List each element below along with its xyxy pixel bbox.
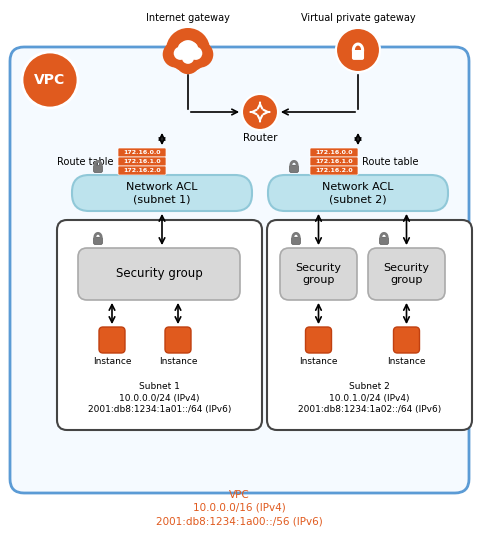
FancyBboxPatch shape — [10, 47, 469, 493]
Circle shape — [187, 41, 213, 68]
Text: Instance: Instance — [93, 357, 131, 366]
Text: 172.16.0.0: 172.16.0.0 — [315, 150, 353, 155]
FancyBboxPatch shape — [99, 327, 125, 353]
Text: Security group: Security group — [115, 267, 202, 280]
Text: Router: Router — [243, 133, 277, 143]
FancyBboxPatch shape — [290, 166, 298, 173]
Text: Route table: Route table — [57, 157, 114, 167]
FancyBboxPatch shape — [268, 175, 448, 211]
Circle shape — [176, 50, 200, 74]
Text: Security
group: Security group — [296, 263, 342, 285]
Circle shape — [242, 94, 278, 130]
Text: 172.16.1.0: 172.16.1.0 — [315, 159, 353, 164]
FancyBboxPatch shape — [379, 237, 388, 245]
FancyBboxPatch shape — [267, 220, 472, 430]
FancyBboxPatch shape — [118, 166, 166, 175]
FancyBboxPatch shape — [78, 248, 240, 300]
Circle shape — [179, 34, 208, 62]
FancyBboxPatch shape — [72, 175, 252, 211]
Circle shape — [174, 47, 187, 60]
Circle shape — [189, 47, 202, 60]
FancyBboxPatch shape — [352, 50, 364, 60]
Circle shape — [163, 41, 189, 68]
Text: Internet gateway: Internet gateway — [146, 13, 230, 23]
FancyBboxPatch shape — [368, 248, 445, 300]
Text: Instance: Instance — [159, 357, 197, 366]
FancyBboxPatch shape — [118, 148, 166, 157]
Text: 172.16.2.0: 172.16.2.0 — [123, 168, 161, 173]
FancyBboxPatch shape — [280, 248, 357, 300]
Circle shape — [178, 42, 192, 56]
FancyBboxPatch shape — [93, 166, 103, 173]
FancyBboxPatch shape — [310, 166, 358, 175]
FancyBboxPatch shape — [394, 327, 420, 353]
FancyBboxPatch shape — [292, 237, 300, 245]
Text: 172.16.2.0: 172.16.2.0 — [315, 168, 353, 173]
FancyBboxPatch shape — [310, 148, 358, 157]
Circle shape — [168, 34, 197, 62]
Text: 172.16.0.0: 172.16.0.0 — [123, 150, 161, 155]
Circle shape — [166, 28, 210, 72]
Text: VPC
10.0.0.0/16 (IPv4)
2001:db8:1234:1a00::/56 (IPv6): VPC 10.0.0.0/16 (IPv4) 2001:db8:1234:1a0… — [156, 490, 322, 526]
Text: Security
group: Security group — [384, 263, 430, 285]
Circle shape — [178, 40, 198, 60]
FancyBboxPatch shape — [306, 327, 331, 353]
Circle shape — [22, 52, 78, 108]
Text: Subnet 2
10.0.1.0/24 (IPv4)
2001:db8:1234:1a02::/64 (IPv6): Subnet 2 10.0.1.0/24 (IPv4) 2001:db8:123… — [298, 382, 441, 414]
Text: Subnet 1
10.0.0.0/24 (IPv4)
2001:db8:1234:1a01::/64 (IPv6): Subnet 1 10.0.0.0/24 (IPv4) 2001:db8:123… — [88, 382, 231, 414]
FancyBboxPatch shape — [93, 237, 103, 245]
Circle shape — [182, 51, 194, 64]
FancyBboxPatch shape — [57, 220, 262, 430]
Text: Route table: Route table — [362, 157, 419, 167]
Text: Instance: Instance — [387, 357, 426, 366]
FancyBboxPatch shape — [118, 157, 166, 166]
Text: Network ACL
(subnet 1): Network ACL (subnet 1) — [126, 182, 198, 204]
Text: 172.16.1.0: 172.16.1.0 — [123, 159, 161, 164]
Text: VPC: VPC — [34, 73, 66, 87]
Circle shape — [336, 28, 380, 72]
Text: Instance: Instance — [299, 357, 338, 366]
Circle shape — [169, 34, 207, 71]
Text: Virtual private gateway: Virtual private gateway — [301, 13, 415, 23]
FancyBboxPatch shape — [310, 157, 358, 166]
Circle shape — [184, 42, 198, 56]
FancyBboxPatch shape — [165, 327, 191, 353]
Text: Network ACL
(subnet 2): Network ACL (subnet 2) — [322, 182, 394, 204]
